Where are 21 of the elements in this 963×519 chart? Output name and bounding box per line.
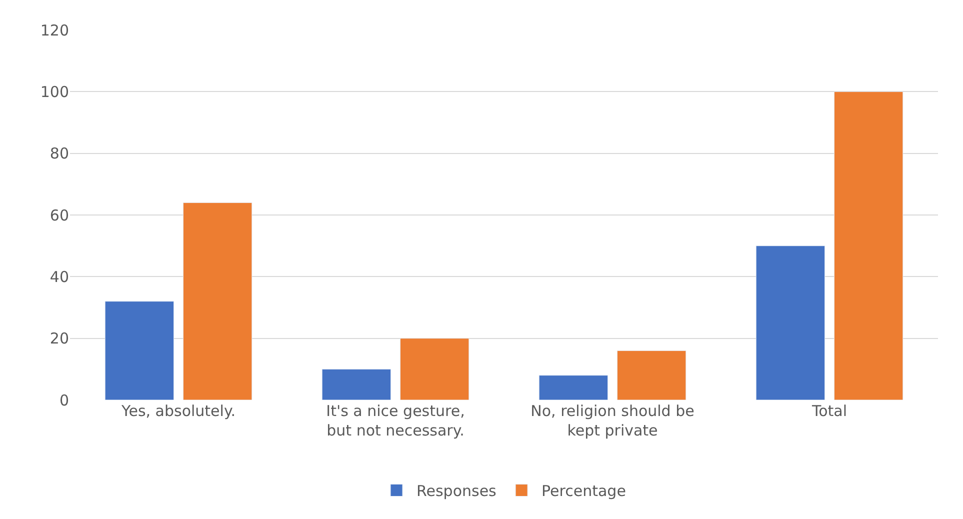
y-tick-label: 80 [50, 144, 69, 163]
y-tick-label: 100 [40, 82, 69, 101]
x-tick-label: Yes, absolutely. [120, 402, 236, 420]
legend-label: Percentage [542, 482, 626, 500]
y-tick-label: 40 [50, 268, 69, 286]
legend-label: Responses [416, 482, 497, 500]
bar [616, 350, 686, 400]
x-tick-label: No, religion should be kept private [530, 402, 694, 440]
y-tick-label: 120 [40, 21, 69, 40]
x-tick-label: It's a nice gesture, but not necessary. [326, 402, 465, 440]
x-tick-label: Total [810, 402, 848, 420]
bar [400, 338, 470, 400]
bar [756, 246, 826, 400]
bar [538, 375, 608, 400]
bar [322, 368, 392, 400]
y-tick-label: 20 [50, 330, 69, 348]
y-tick-label: 0 [59, 391, 69, 410]
bar [104, 301, 174, 400]
bar [834, 91, 904, 400]
bar [182, 202, 252, 400]
y-tick-label: 60 [50, 206, 69, 224]
